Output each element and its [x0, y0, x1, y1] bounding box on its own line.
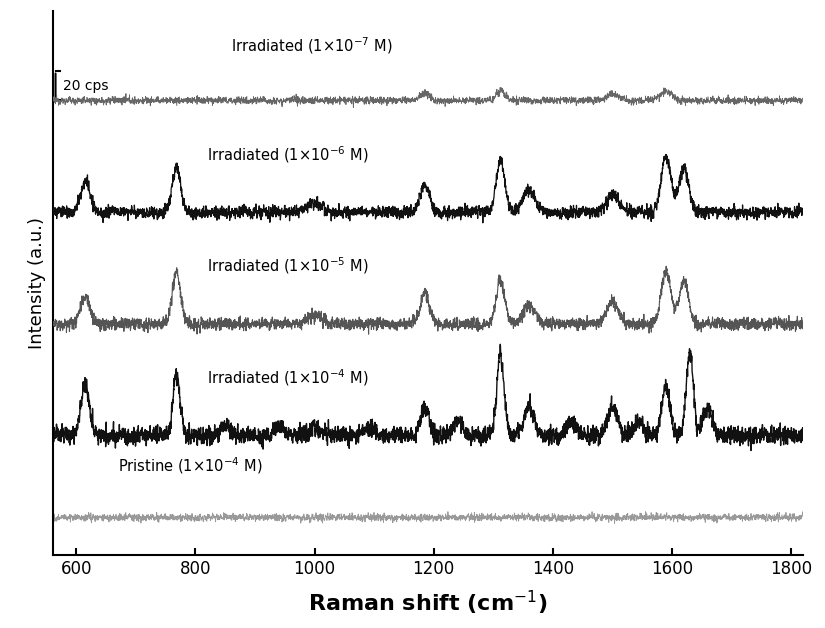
Text: Irradiated (1×10$^{-6}$ M): Irradiated (1×10$^{-6}$ M)	[207, 144, 369, 165]
Text: Pristine (1×10$^{-4}$ M): Pristine (1×10$^{-4}$ M)	[118, 455, 262, 476]
Y-axis label: Intensity (a.u.): Intensity (a.u.)	[27, 217, 45, 349]
Text: Irradiated (1×10$^{-4}$ M): Irradiated (1×10$^{-4}$ M)	[207, 367, 369, 388]
Text: 20 cps: 20 cps	[64, 78, 109, 92]
Text: Irradiated (1×10$^{-5}$ M): Irradiated (1×10$^{-5}$ M)	[207, 256, 369, 276]
Text: Irradiated (1×10$^{-7}$ M): Irradiated (1×10$^{-7}$ M)	[231, 35, 393, 56]
X-axis label: Raman shift (cm$^{-1}$): Raman shift (cm$^{-1}$)	[308, 588, 548, 617]
